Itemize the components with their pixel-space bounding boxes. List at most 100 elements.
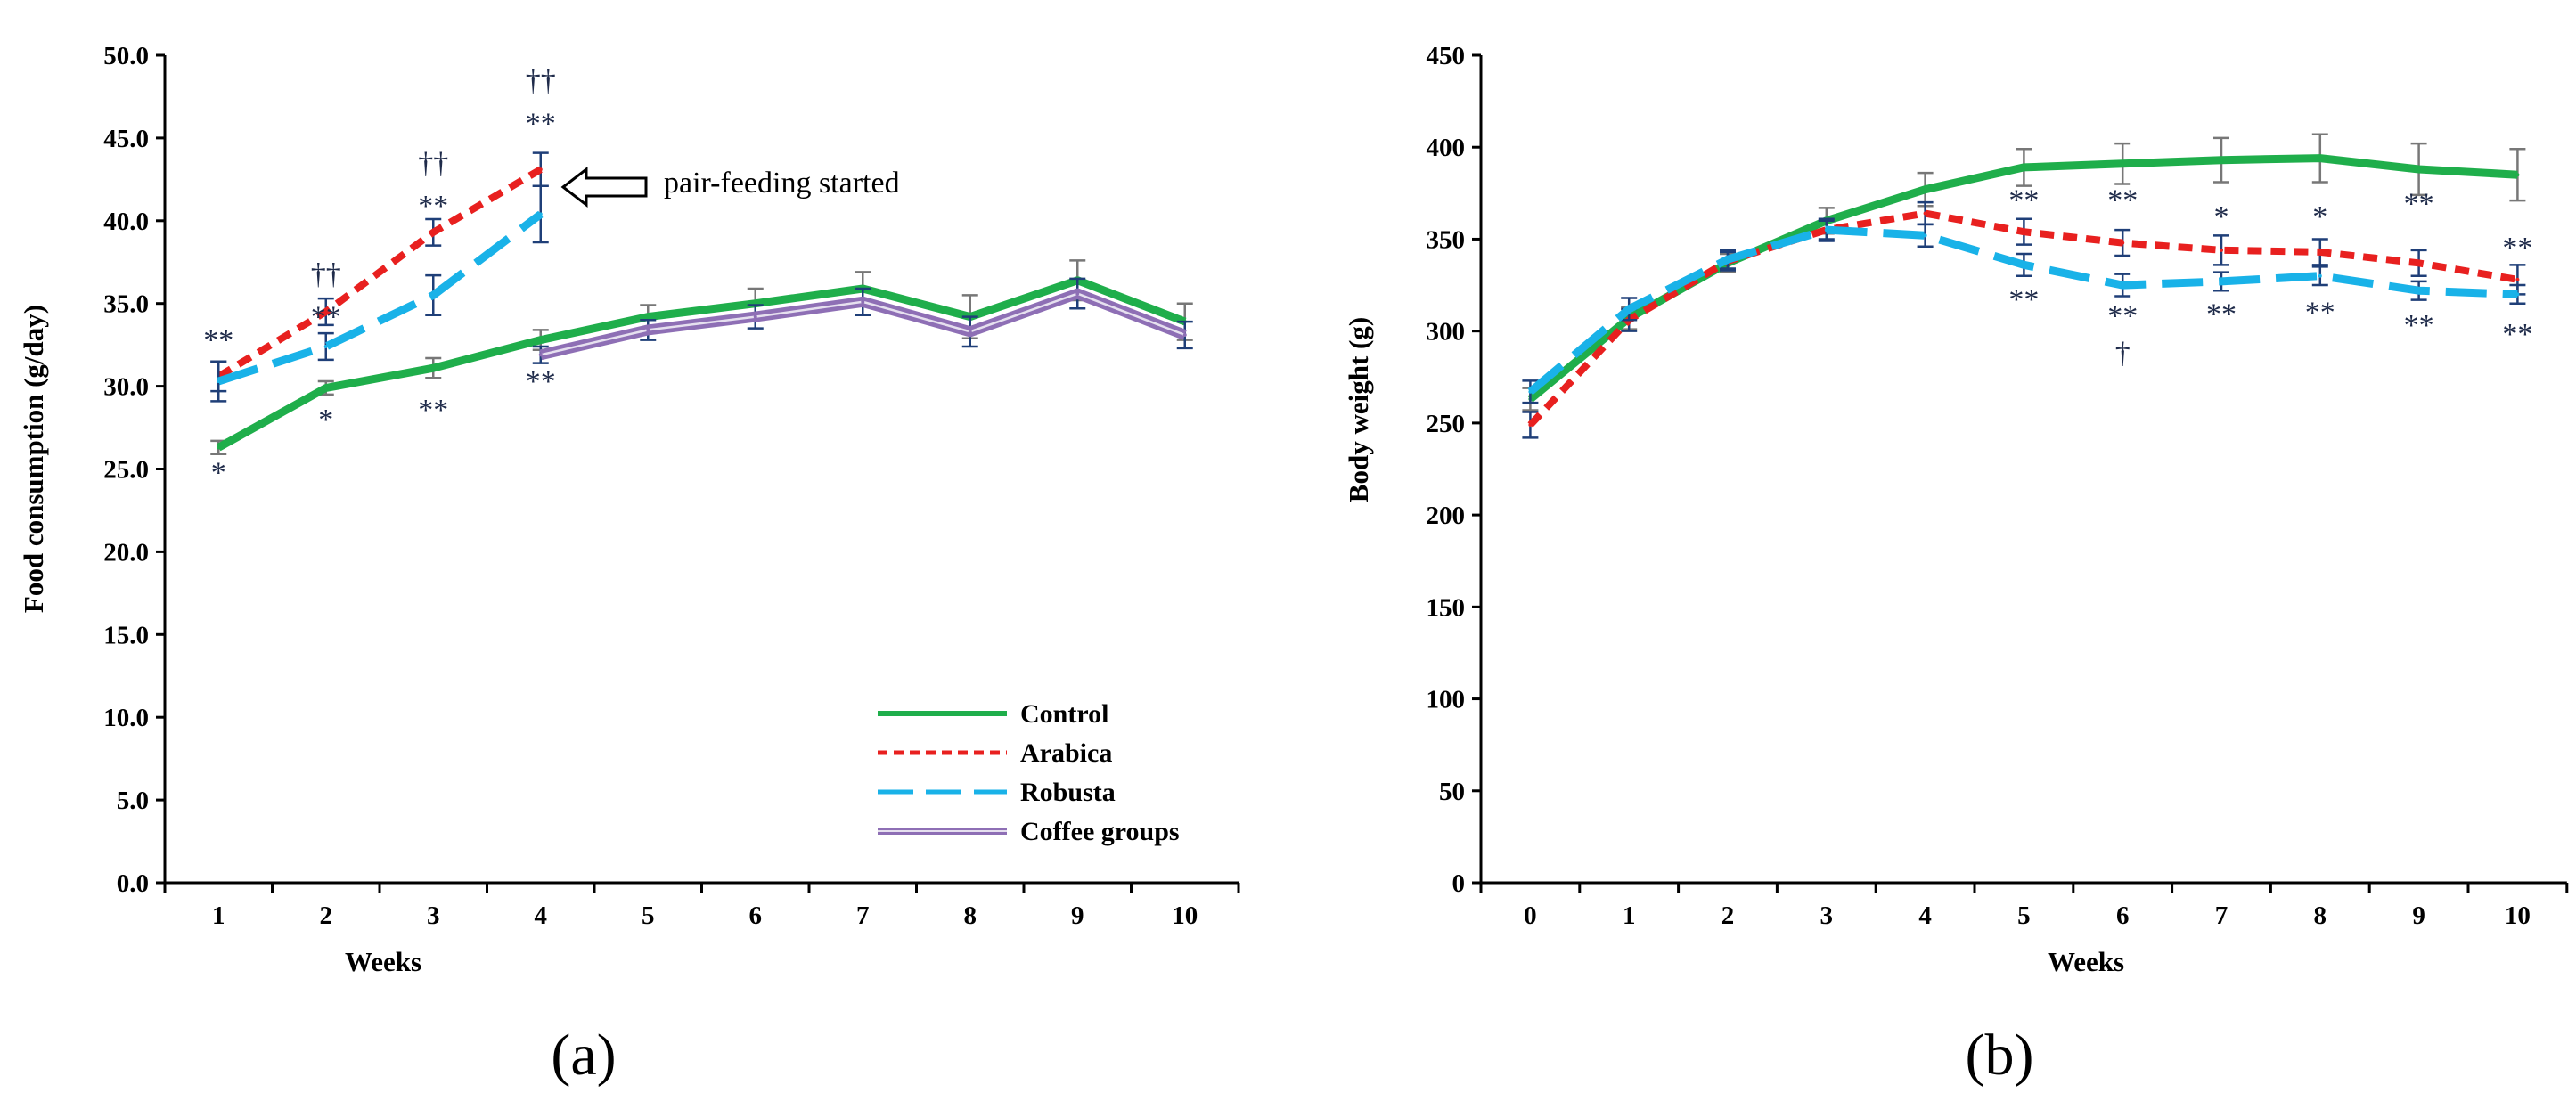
chart-a-ytick-label: 40.0 — [103, 208, 149, 236]
chart-b-point-robusta — [2515, 292, 2520, 297]
chart-b-series-layer — [1522, 133, 2526, 439]
chart-a-significance-marker: ** — [418, 190, 448, 223]
chart-a-significance-marker: †† — [311, 257, 341, 290]
pair-feeding-callout: pair-feeding started — [664, 167, 900, 200]
chart-b-point-control — [2515, 173, 2520, 177]
chart-a-point-coffee-groups — [753, 314, 757, 319]
chart-a-axes: 0.0 5.0 10.0 15.0 20.0 25.0 30.0 35.0 40.0 45.0 50… — [103, 42, 1240, 930]
chart-b-xtick-label: 9 — [2412, 901, 2425, 930]
chart-a-ytick-label: 5.0 — [117, 787, 149, 815]
chart-b-point-arabica — [2022, 230, 2026, 234]
chart-a-ytick-label: 10.0 — [103, 704, 149, 732]
chart-b-xtick-label: 1 — [1623, 901, 1636, 930]
chart-b-ytick-label: 400 — [1427, 134, 1466, 162]
chart-b-ytick-label: 200 — [1427, 502, 1466, 530]
chart-b-significance-marker: ** — [2502, 232, 2532, 265]
legend-label-coffee-groups: Coffee groups — [1020, 817, 1180, 846]
chart-a-ytick-label: 25.0 — [103, 456, 149, 485]
chart-b-ytick-label: 300 — [1427, 318, 1466, 347]
chart-b-xtick-label: 5 — [2017, 901, 2031, 930]
legend-label-control: Control — [1020, 699, 1108, 729]
chart-a-ylabel: Food consumption (g/day) — [18, 305, 49, 613]
chart-a-xtick-label: 7 — [856, 901, 870, 930]
chart-a-significance-marker: ** — [526, 365, 556, 398]
chart-b-point-arabica — [2121, 241, 2125, 245]
chart-a-xtick-label: 5 — [642, 901, 655, 930]
chart-b-significance-marker: ** — [2502, 318, 2532, 351]
chart-a-point-arabica — [538, 167, 543, 172]
chart-a-ytick-label: 20.0 — [103, 538, 149, 567]
chart-a-significance-marker: ** — [311, 301, 341, 334]
chart-b-ytick-label: 250 — [1427, 410, 1466, 438]
chart-a-series-robusta — [217, 210, 544, 386]
chart-b-point-control — [1923, 187, 1927, 192]
chart-b-ytick-label: 0 — [1452, 869, 1466, 898]
chart-a-significance-marker: ** — [526, 107, 556, 140]
chart-a-significance-marker: †† — [526, 64, 556, 97]
chart-a-ytick-label: 35.0 — [103, 290, 149, 319]
chart-b-significance-marker: ** — [2404, 188, 2434, 221]
chart-a-point-robusta — [538, 212, 543, 216]
chart-a-xtick-label: 8 — [964, 901, 977, 930]
chart-a-xlabel: Weeks — [345, 946, 421, 977]
chart-b-ytick-label: 150 — [1427, 593, 1466, 622]
chart-a-point-coffee-groups — [646, 328, 650, 332]
chart-a-point-robusta — [217, 379, 221, 384]
chart-a-point-arabica — [431, 230, 436, 234]
chart-a-significance-marker: ** — [203, 324, 233, 357]
chart-a-significance-marker: * — [318, 404, 333, 436]
chart-b-point-robusta — [1824, 228, 1828, 232]
chart-a-point-control — [538, 338, 543, 342]
chart-b-significance-marker: ** — [2206, 298, 2237, 330]
chart-b-xtick-label: 10 — [2505, 901, 2531, 930]
chart-a-legend: Control Arabica Robusta Coffee groups — [878, 699, 1180, 846]
chart-b-xtick-label: 4 — [1918, 901, 1932, 930]
chart-a-point-control — [323, 386, 328, 390]
chart-b-significance-marker: ** — [2008, 184, 2039, 216]
chart-b-point-arabica — [1528, 422, 1533, 427]
chart-b-point-control — [2318, 156, 2322, 160]
chart-b-point-robusta — [1923, 233, 1927, 238]
chart-b-point-robusta — [1627, 306, 1631, 311]
chart-a-xtick-label: 1 — [212, 901, 225, 930]
chart-b-point-arabica — [2515, 277, 2520, 281]
chart-a-significance-marker: * — [211, 456, 226, 489]
chart-b-significance-marker: ** — [2107, 184, 2138, 216]
chart-b-point-robusta — [1726, 257, 1730, 262]
chart-a-significance-marker: †† — [418, 147, 448, 180]
chart-b-xtick-label: 0 — [1524, 901, 1537, 930]
chart-b-xlabel: Weeks — [2048, 946, 2124, 977]
chart-b-point-robusta — [2121, 283, 2125, 288]
chart-a-ytick-label: 15.0 — [103, 621, 149, 649]
chart-b-point-robusta — [2318, 273, 2322, 278]
chart-a-point-control — [217, 445, 221, 450]
chart-a-point-robusta — [323, 345, 328, 349]
chart-b-point-arabica — [1923, 211, 1927, 216]
chart-a-xtick-label: 3 — [427, 901, 440, 930]
chart-a: 0.0 5.0 10.0 15.0 20.0 25.0 30.0 35.0 40.0 45.0 50… — [18, 42, 1240, 1088]
chart-a-xtick-label: 2 — [320, 901, 333, 930]
panel-label-b: (b) — [1966, 1023, 2034, 1088]
chart-b-significance-marker: * — [2312, 200, 2327, 233]
chart-b-axes: 0 50 100 150 200 250 300 350 400 450 0 1 2 3 4 5 6 7 8 9 10 — [1427, 42, 2569, 930]
chart-a-point-arabica — [323, 309, 328, 314]
chart-b-point-arabica — [2318, 249, 2322, 254]
chart-b-xtick-label: 2 — [1721, 901, 1735, 930]
chart-a-series-arabica — [217, 166, 543, 379]
chart-a-point-coffee-groups — [968, 330, 972, 334]
chart-b-xtick-label: 7 — [2215, 901, 2228, 930]
chart-a-point-robusta — [431, 293, 436, 298]
chart-a-ytick-label: 30.0 — [103, 373, 149, 402]
chart-b-significance-marker: † — [2115, 337, 2130, 370]
legend-label-arabica: Arabica — [1020, 738, 1112, 768]
chart-b-point-robusta — [1528, 389, 1533, 394]
chart-b-annotations: ********†************** — [2008, 184, 2532, 369]
chart-b-point-arabica — [2220, 248, 2223, 252]
chart-b-point-control — [2417, 167, 2421, 171]
chart-a-annotations: ***††***††****††**** — [203, 64, 556, 489]
chart-b-significance-marker: ** — [2008, 283, 2039, 316]
chart-a-point-coffee-groups — [538, 353, 543, 357]
chart-a-ytick-label: 50.0 — [103, 42, 149, 70]
